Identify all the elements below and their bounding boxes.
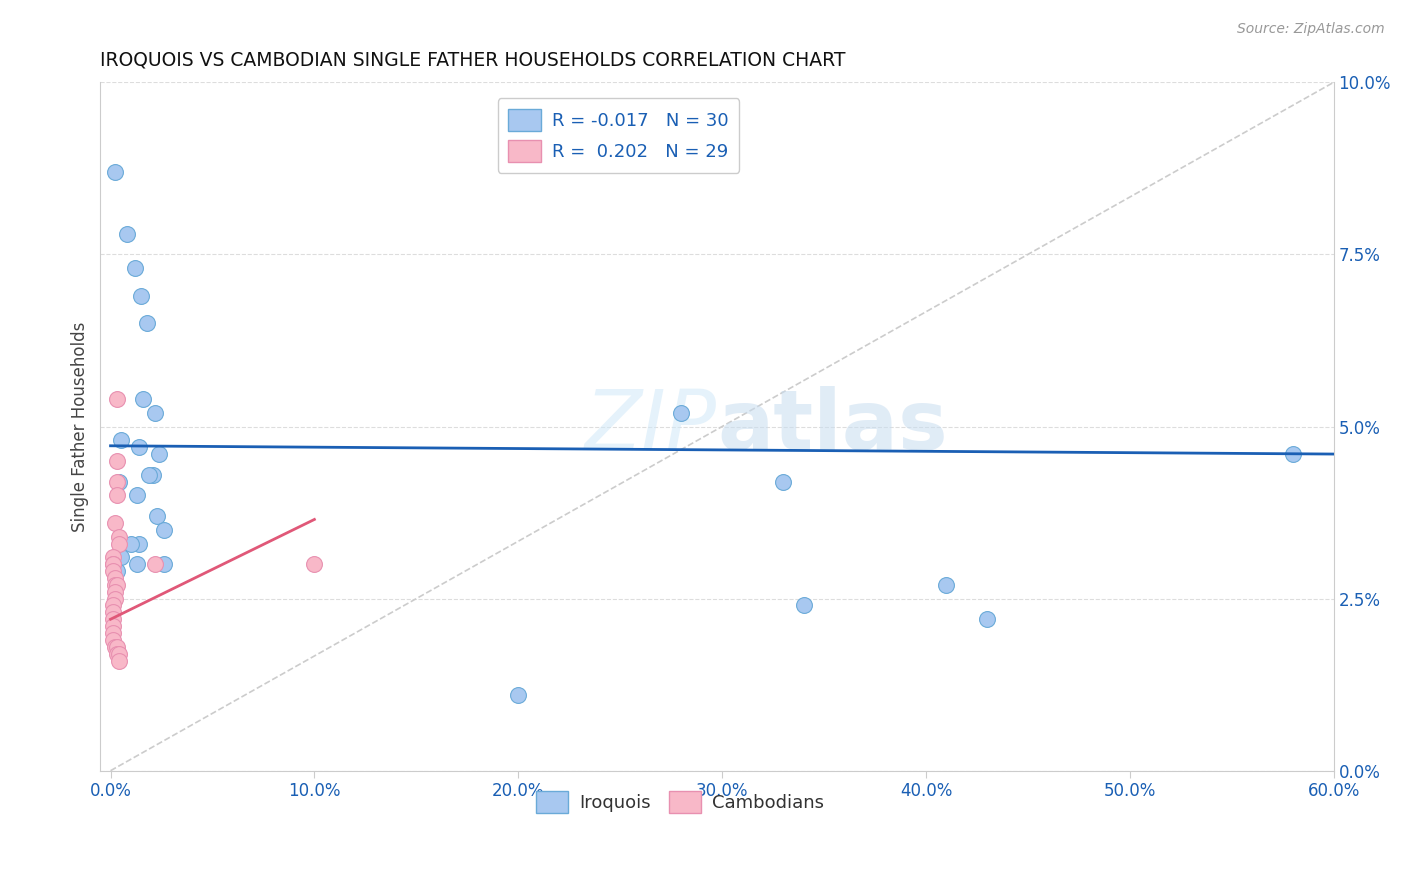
Point	[105, 640, 128, 654]
Point	[110, 434, 132, 448]
Point	[101, 550, 124, 565]
Point	[104, 516, 127, 530]
Point	[120, 536, 142, 550]
Point	[128, 536, 150, 550]
Point	[105, 454, 128, 468]
Point	[101, 557, 124, 571]
Point	[115, 227, 138, 241]
Point	[101, 599, 124, 613]
Point	[101, 612, 124, 626]
Point	[508, 688, 530, 702]
Point	[107, 475, 129, 489]
Point	[152, 523, 174, 537]
Point	[772, 475, 794, 489]
Point	[148, 447, 170, 461]
Point	[105, 564, 128, 578]
Point	[107, 536, 129, 550]
Point	[1282, 447, 1305, 461]
Point	[104, 591, 127, 606]
Point	[145, 557, 167, 571]
Point	[145, 406, 167, 420]
Point	[104, 578, 127, 592]
Point	[128, 440, 150, 454]
Legend: Iroquois, Cambodians: Iroquois, Cambodians	[524, 780, 835, 823]
Point	[671, 406, 693, 420]
Point	[125, 488, 148, 502]
Point	[107, 654, 129, 668]
Text: atlas: atlas	[717, 386, 948, 467]
Point	[101, 626, 124, 640]
Point	[132, 392, 155, 406]
Point	[104, 640, 127, 654]
Point	[793, 599, 815, 613]
Point	[935, 578, 957, 592]
Point	[104, 165, 127, 179]
Point	[101, 564, 124, 578]
Point	[101, 557, 124, 571]
Point	[125, 557, 148, 571]
Point	[105, 475, 128, 489]
Point	[124, 261, 146, 276]
Point	[152, 557, 174, 571]
Point	[104, 571, 127, 585]
Point	[101, 619, 124, 633]
Point	[107, 530, 129, 544]
Point	[104, 584, 127, 599]
Point	[110, 550, 132, 565]
Point	[976, 612, 998, 626]
Point	[146, 508, 169, 523]
Point	[136, 316, 159, 330]
Point	[107, 647, 129, 661]
Point	[138, 467, 160, 482]
Point	[304, 557, 326, 571]
Point	[105, 647, 128, 661]
Point	[129, 289, 152, 303]
Point	[105, 488, 128, 502]
Point	[105, 392, 128, 406]
Point	[101, 606, 124, 620]
Point	[142, 467, 165, 482]
Point	[105, 578, 128, 592]
Text: Source: ZipAtlas.com: Source: ZipAtlas.com	[1237, 22, 1385, 37]
Point	[101, 632, 124, 647]
Y-axis label: Single Father Households: Single Father Households	[72, 321, 89, 532]
Text: IROQUOIS VS CAMBODIAN SINGLE FATHER HOUSEHOLDS CORRELATION CHART: IROQUOIS VS CAMBODIAN SINGLE FATHER HOUS…	[100, 51, 846, 70]
Point	[104, 564, 127, 578]
Text: ZIP: ZIP	[585, 386, 717, 467]
